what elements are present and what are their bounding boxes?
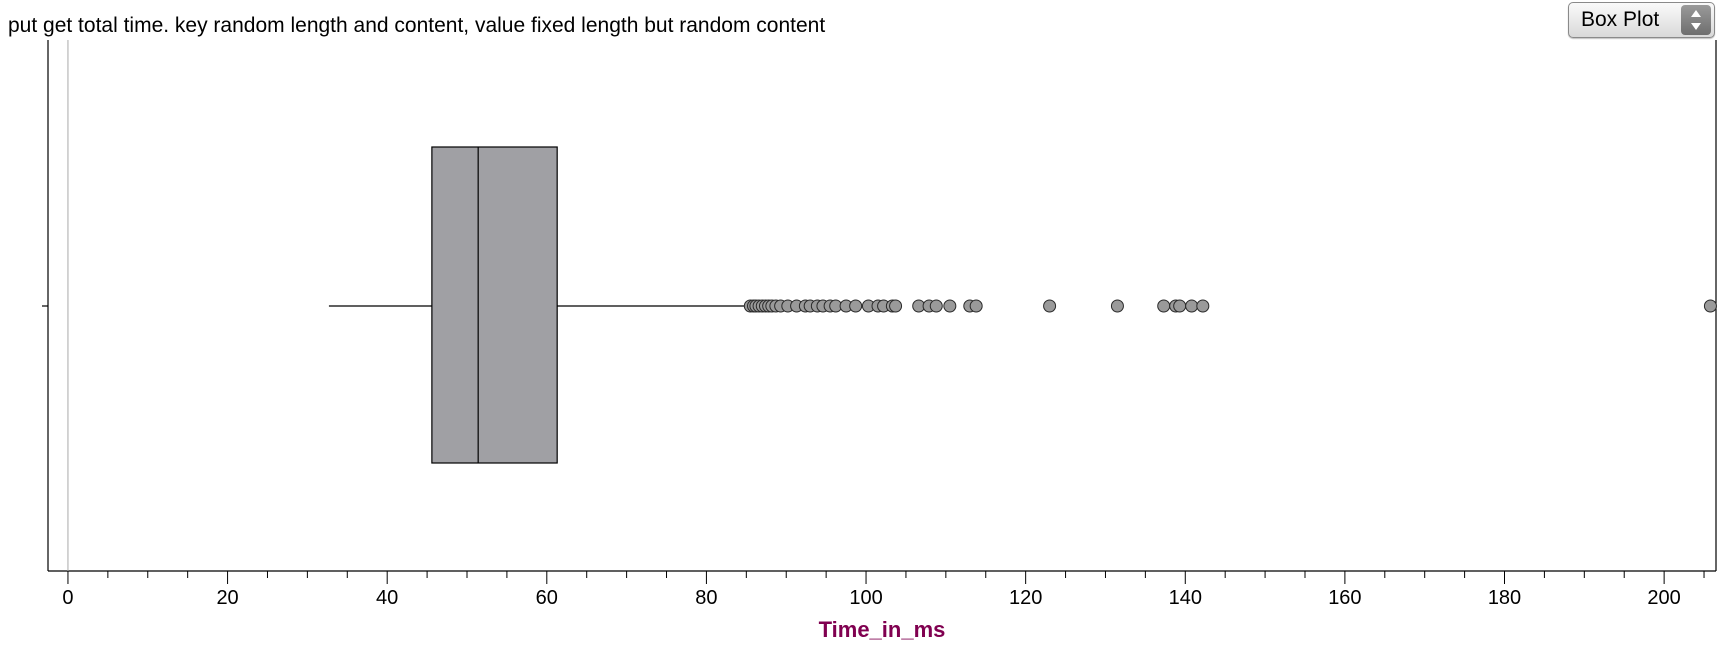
plot-frame bbox=[42, 40, 1717, 572]
plot-type-select-label: Box Plot bbox=[1581, 8, 1660, 31]
x-tick-label: 40 bbox=[376, 587, 398, 609]
chart-title: put get total time. key random length an… bbox=[8, 14, 826, 37]
x-tick-label: 200 bbox=[1647, 587, 1680, 609]
x-tick-label: 100 bbox=[849, 587, 882, 609]
outlier-point bbox=[849, 299, 863, 313]
outlier-point bbox=[889, 299, 903, 313]
x-tick-label: 80 bbox=[695, 587, 717, 609]
outlier-point bbox=[943, 299, 957, 313]
x-tick-label: 140 bbox=[1169, 587, 1202, 609]
x-tick-label: 20 bbox=[216, 587, 238, 609]
x-axis-ticks: 0 20 40 60 80 100 120 140 160 180 200 bbox=[62, 571, 1705, 609]
updown-arrows-icon[interactable] bbox=[1681, 5, 1711, 35]
outlier-point bbox=[929, 299, 943, 313]
x-tick-label: 120 bbox=[1009, 587, 1042, 609]
outlier-point bbox=[969, 299, 983, 313]
box-plot bbox=[328, 146, 749, 464]
x-tick-label: 0 bbox=[62, 587, 73, 609]
outlier-points bbox=[743, 299, 1717, 313]
outlier-point bbox=[1043, 299, 1057, 313]
outlier-point bbox=[1157, 299, 1171, 313]
outlier-point bbox=[1196, 299, 1210, 313]
outlier-point bbox=[1173, 299, 1187, 313]
x-tick-label: 160 bbox=[1328, 587, 1361, 609]
x-tick-label: 180 bbox=[1488, 587, 1521, 609]
interquartile-box bbox=[431, 146, 558, 464]
x-tick-label: 60 bbox=[536, 587, 558, 609]
outlier-point bbox=[1110, 299, 1124, 313]
outlier-point bbox=[1703, 299, 1717, 313]
x-axis-title: Time_in_ms bbox=[819, 617, 946, 642]
outlier-point bbox=[1185, 299, 1199, 313]
plot-type-select[interactable]: Box Plot bbox=[1568, 2, 1715, 38]
